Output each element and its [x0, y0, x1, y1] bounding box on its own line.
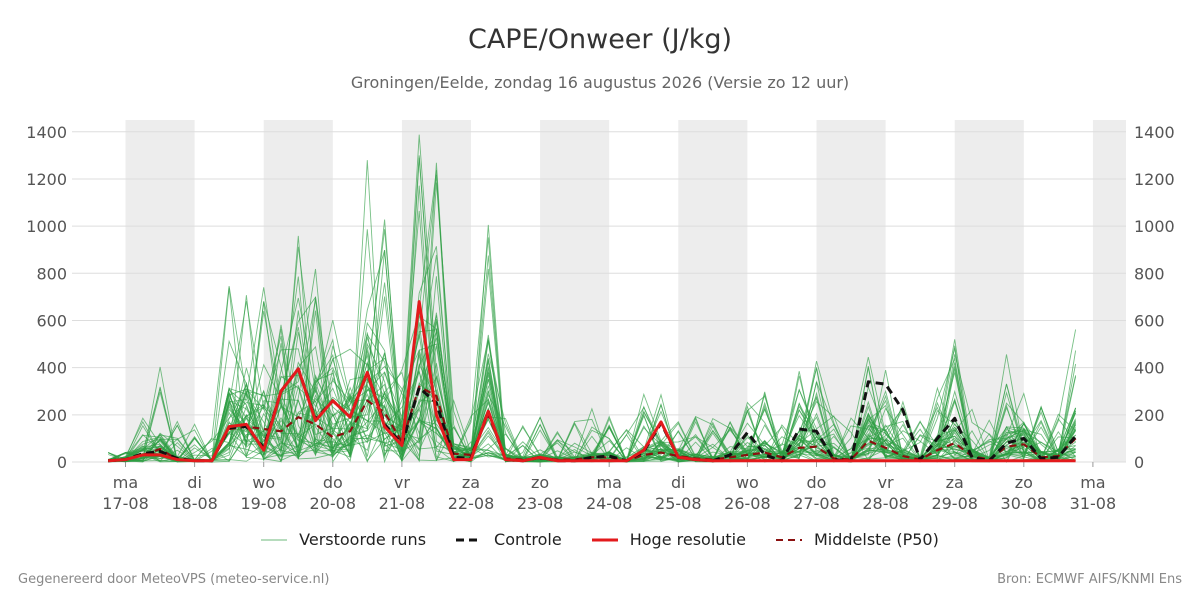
day-band	[678, 120, 748, 462]
x-tick-date-label: 19-08	[240, 494, 287, 513]
x-tick-day-label: zo	[531, 473, 549, 492]
x-tick-day-label: ma	[597, 473, 622, 492]
legend-item-median[interactable]: Middelste (P50)	[775, 530, 939, 549]
x-tick-day-label: za	[462, 473, 480, 492]
day-band	[1092, 120, 1126, 462]
x-tick-day-label: do	[323, 473, 343, 492]
x-tick-date-label: 28-08	[862, 494, 909, 513]
y-tick-label-left: 600	[36, 311, 67, 330]
legend-item-control[interactable]: Controle	[456, 530, 562, 549]
x-tick-day-label: do	[807, 473, 827, 492]
x-tick-date-label: 27-08	[793, 494, 840, 513]
y-tick-label-left: 1200	[26, 170, 67, 189]
x-tick-day-label: ma	[1080, 473, 1105, 492]
y-tick-label-left: 0	[57, 453, 67, 472]
y-tick-label-right: 600	[1134, 311, 1165, 330]
day-band	[125, 120, 195, 462]
day-band	[540, 120, 610, 462]
y-tick-label-right: 400	[1134, 359, 1165, 378]
y-tick-label-right: 1000	[1134, 217, 1175, 236]
x-tick-day-label: vr	[394, 473, 410, 492]
chart-title: CAPE/Onweer (J/kg)	[467, 24, 732, 55]
ensemble-member-line	[107, 160, 1076, 463]
x-tick-day-label: zo	[1015, 473, 1033, 492]
y-tick-label-right: 800	[1134, 264, 1165, 283]
legend-swatch-median	[775, 538, 802, 541]
legend-item-hires[interactable]: Hoge resolutie	[591, 530, 746, 549]
legend-swatch-control	[456, 538, 483, 541]
x-tick-date-label: 20-08	[310, 494, 357, 513]
legend-label-median: Middelste (P50)	[813, 530, 939, 549]
x-tick-day-label: za	[946, 473, 964, 492]
x-tick-day-label: vr	[878, 473, 894, 492]
x-tick-date-label: 24-08	[586, 494, 633, 513]
chart-subtitle: Groningen/Eelde, zondag 16 augustus 2026…	[350, 73, 850, 92]
y-tick-label-left: 800	[36, 264, 67, 283]
footer-generated-by: Gegenereerd door MeteoVPS (meteo-service…	[18, 572, 330, 587]
y-tick-label-right: 0	[1134, 453, 1144, 472]
y-tick-label-right: 1400	[1134, 123, 1175, 142]
x-tick-day-label: ma	[113, 473, 138, 492]
x-tick-date-label: 26-08	[724, 494, 771, 513]
x-tick-day-label: wo	[252, 473, 275, 492]
x-tick-date-label: 21-08	[379, 494, 426, 513]
y-tick-label-left: 200	[36, 406, 67, 425]
x-tick-date-label: 23-08	[517, 494, 564, 513]
x-tick-date-label: 17-08	[102, 494, 149, 513]
y-tick-label-left: 1000	[26, 217, 67, 236]
x-tick-day-label: di	[671, 473, 686, 492]
x-tick-date-label: 30-08	[1001, 494, 1048, 513]
y-tick-label-left: 1400	[26, 123, 67, 142]
x-tick-day-label: wo	[736, 473, 759, 492]
x-tick-date-label: 31-08	[1070, 494, 1117, 513]
y-tick-label-right: 1200	[1134, 170, 1175, 189]
legend-swatch-hires	[591, 538, 618, 541]
x-tick-date-label: 29-08	[931, 494, 978, 513]
footer-source: Bron: ECMWF AIFS/KNMI Ens	[997, 572, 1182, 587]
hires-line	[108, 300, 1076, 463]
x-tick-day-label: di	[187, 473, 202, 492]
day-band	[816, 120, 886, 462]
legend-swatch-perturbed	[261, 539, 288, 540]
legend-item-perturbed[interactable]: Verstoorde runs	[261, 530, 426, 549]
legend-label-control: Controle	[494, 530, 562, 549]
legend-label-perturbed: Verstoorde runs	[299, 530, 427, 549]
legend-label-hires: Hoge resolutie	[629, 530, 746, 549]
y-tick-label-left: 400	[36, 359, 67, 378]
x-tick-date-label: 22-08	[448, 494, 495, 513]
x-tick-date-label: 25-08	[655, 494, 702, 513]
x-tick-date-label: 18-08	[171, 494, 218, 513]
y-tick-label-right: 200	[1134, 406, 1165, 425]
legend: Verstoorde runs Controle Hoge resolutie …	[0, 530, 1200, 549]
